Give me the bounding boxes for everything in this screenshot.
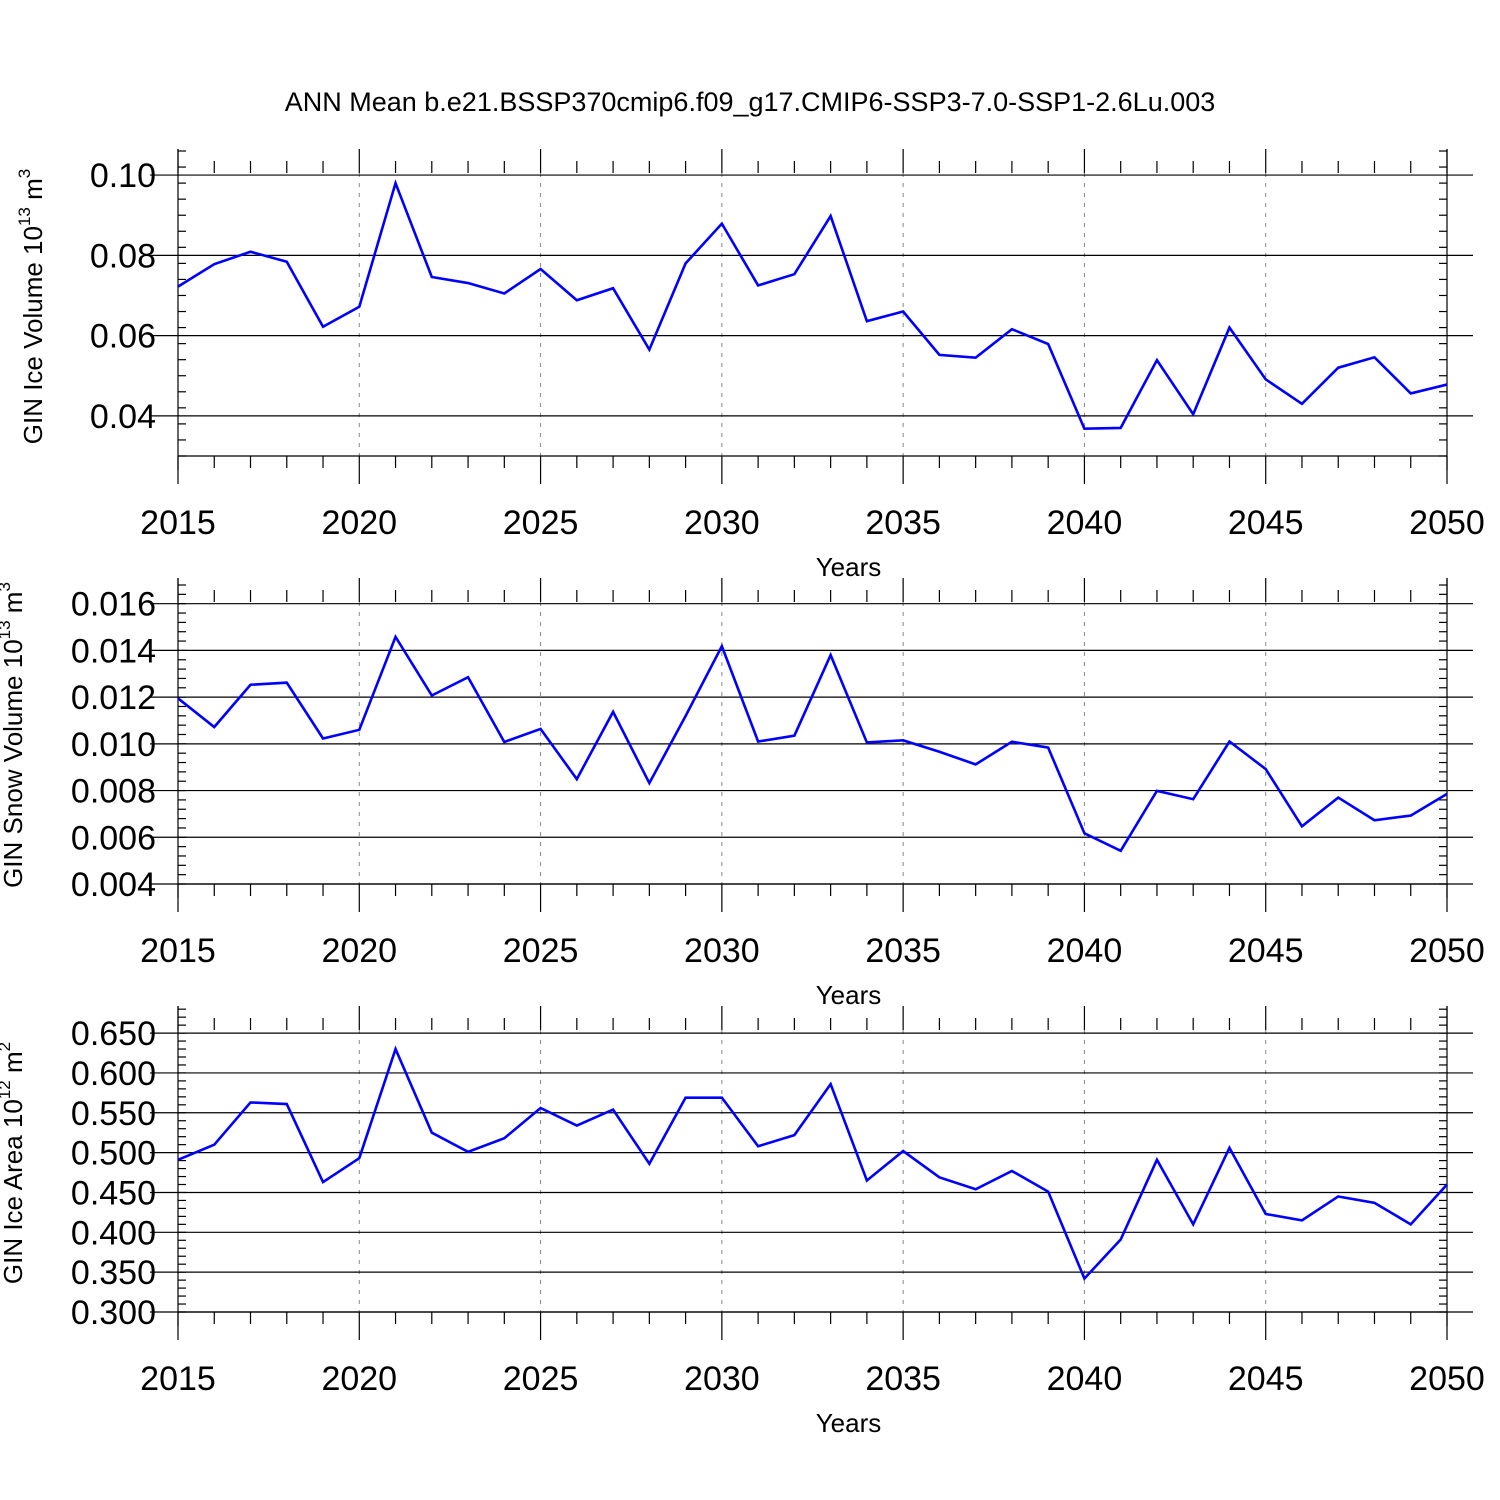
x-tick-label: 2020 [321,504,397,542]
y-axis-title: GIN Ice Volume 1013 m3 [15,169,48,445]
x-tick-label: 2035 [865,932,941,970]
y-axis-title: GIN Snow Volume 1013 m3 [0,582,28,888]
x-tick-label: 2025 [503,932,579,970]
y-tick-label: 0.600 [71,1055,156,1093]
x-tick-label: 2020 [321,932,397,970]
y-tick-label: 0.012 [71,679,156,717]
x-tick-label: 2045 [1228,932,1304,970]
y-tick-label: 0.008 [71,773,156,811]
y-axis-title: GIN Ice Area 1012 m2 [0,1042,28,1284]
x-tick-label: 2050 [1409,504,1485,542]
x-axis-title: Years [816,980,882,1010]
y-tick-label: 0.004 [71,866,156,904]
y-tick-label: 0.006 [71,819,156,857]
x-tick-label: 2035 [865,1360,941,1398]
y-tick-label: 0.300 [71,1294,156,1332]
y-tick-label: 0.016 [71,586,156,624]
y-tick-label: 0.650 [71,1015,156,1053]
x-tick-label: 2050 [1409,1360,1485,1398]
y-tick-label: 0.06 [90,318,156,356]
x-tick-label: 2045 [1228,1360,1304,1398]
y-tick-label: 0.08 [90,237,156,275]
x-tick-label: 2025 [503,1360,579,1398]
x-tick-label: 2015 [140,504,216,542]
y-tick-label: 0.04 [90,398,156,436]
y-tick-label: 0.350 [71,1254,156,1292]
series-line [177,1045,1448,1281]
x-tick-label: 2040 [1047,504,1123,542]
y-tick-label: 0.550 [71,1095,156,1133]
x-tick-label: 2050 [1409,932,1485,970]
x-tick-label: 2035 [865,504,941,542]
x-axis-title: Years [816,552,882,582]
y-tick-label: 0.10 [90,157,156,195]
x-tick-label: 2030 [684,1360,760,1398]
x-axis-title: Years [816,1408,882,1438]
x-tick-label: 2040 [1047,1360,1123,1398]
y-tick-label: 0.400 [71,1214,156,1252]
y-tick-label: 0.010 [71,726,156,764]
panel-3: 0.3000.3500.4000.4500.5000.5500.6000.650… [0,1006,1485,1438]
series-line [177,179,1448,431]
x-tick-label: 2015 [140,932,216,970]
y-tick-label: 0.450 [71,1174,156,1212]
y-tick-label: 0.014 [71,632,156,670]
x-tick-label: 2025 [503,504,579,542]
series-line [177,633,1448,853]
x-tick-label: 2045 [1228,504,1304,542]
y-tick-label: 0.500 [71,1135,156,1173]
x-tick-label: 2040 [1047,932,1123,970]
panel-2: 0.004 0.006 0.008 0.010 0.012 0.014 0.016 2015 2… [0,578,1485,1010]
x-tick-label: 2030 [684,932,760,970]
figure-title: ANN Mean b.e21.BSSP370cmip6.f09_g17.CMIP… [285,87,1216,117]
x-tick-label: 2020 [321,1360,397,1398]
x-tick-label: 2015 [140,1360,216,1398]
panel-1: 0.04 0.06 0.08 0.10 2015 2020 2025 2030 2035 2040… [15,149,1485,582]
x-tick-label: 2030 [684,504,760,542]
